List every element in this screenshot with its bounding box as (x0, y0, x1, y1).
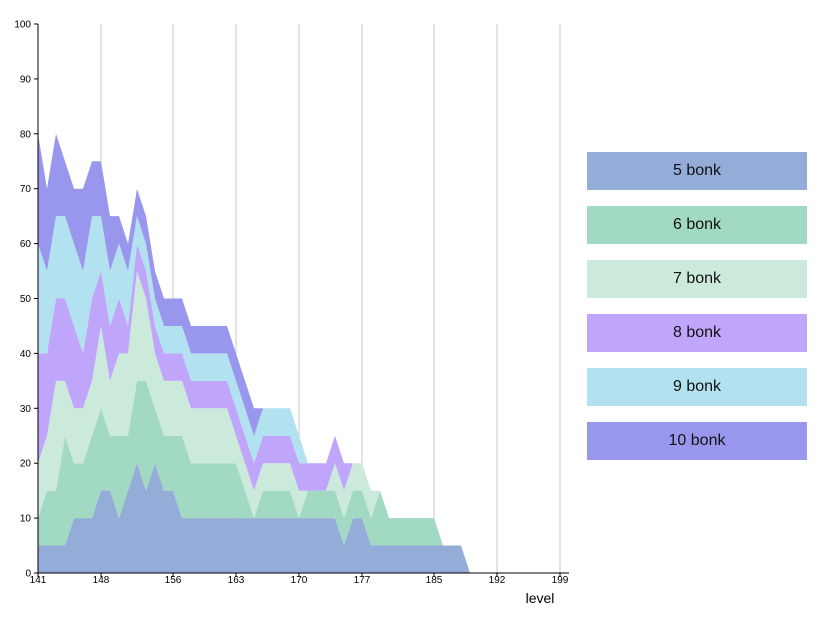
y-tick-label-50: 50 (20, 294, 32, 305)
legend-item-7-bonk[interactable]: 7 bonk (587, 260, 807, 298)
y-tick-label-90: 90 (20, 74, 32, 85)
legend-item-9-bonk[interactable]: 9 bonk (587, 368, 807, 406)
legend-item-8-bonk[interactable]: 8 bonk (587, 314, 807, 352)
y-tick-label-60: 60 (20, 239, 32, 250)
y-tick-label-100: 100 (14, 20, 31, 31)
x-tick-label-185: 185 (426, 575, 443, 586)
y-tick-label-80: 80 (20, 129, 32, 140)
area-series-10-bonk (38, 133, 470, 574)
y-tick-label-10: 10 (20, 514, 32, 525)
x-tick-label-192: 192 (489, 575, 506, 586)
y-tick-label-20: 20 (20, 459, 32, 470)
area-series-group (38, 133, 470, 574)
area-series-6-bonk (38, 380, 470, 573)
y-tick-label-70: 70 (20, 184, 32, 195)
x-tick-label-199: 199 (552, 575, 569, 586)
legend-item-label: 8 bonk (672, 324, 722, 341)
legend-item-5-bonk[interactable]: 5 bonk (587, 152, 807, 190)
x-tick-label-177: 177 (354, 575, 371, 586)
x-tick-label-156: 156 (165, 575, 182, 586)
legend-item-label: 9 bonk (672, 378, 722, 395)
y-tick-label-30: 30 (20, 404, 32, 415)
legend-item-label: 5 bonk (672, 162, 722, 179)
x-tick-label-163: 163 (228, 575, 245, 586)
legend-item-label: 10 bonk (668, 432, 726, 449)
legend-item-label: 7 bonk (672, 270, 722, 287)
y-tick-label-40: 40 (20, 349, 32, 360)
x-tick-label-148: 148 (93, 575, 110, 586)
y-tick-label-0: 0 (25, 569, 31, 580)
x-tick-label-170: 170 (291, 575, 308, 586)
x-tick-label-141: 141 (30, 575, 47, 586)
legend-item-6-bonk[interactable]: 6 bonk (587, 206, 807, 244)
area-series-7-bonk (38, 271, 470, 573)
legend-item-10-bonk[interactable]: 10 bonk (587, 422, 807, 460)
legend-item-label: 6 bonk (672, 216, 722, 233)
grid-lines (100, 24, 561, 573)
x-axis-title: level (526, 590, 555, 606)
tick-labels: 0 10 20 30 40 50 60 70 80 90 100 141 148 156 163 170 177… (14, 20, 568, 587)
